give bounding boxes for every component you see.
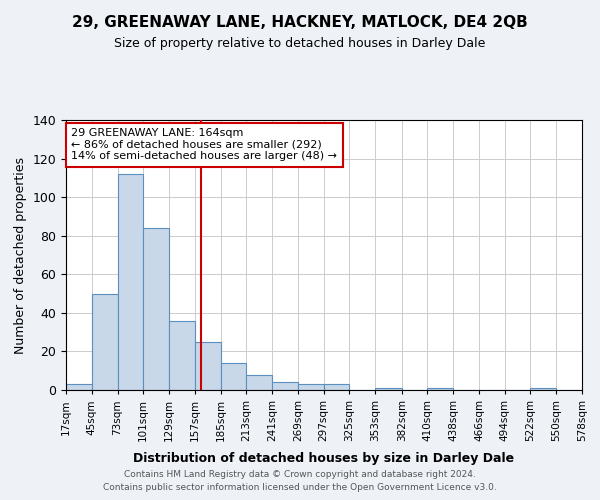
Bar bbox=[272, 382, 298, 390]
Bar bbox=[221, 363, 246, 390]
Bar bbox=[246, 374, 272, 390]
Bar bbox=[169, 320, 195, 390]
Text: Contains HM Land Registry data © Crown copyright and database right 2024.: Contains HM Land Registry data © Crown c… bbox=[124, 470, 476, 479]
Text: 29, GREENAWAY LANE, HACKNEY, MATLOCK, DE4 2QB: 29, GREENAWAY LANE, HACKNEY, MATLOCK, DE… bbox=[72, 15, 528, 30]
Bar bbox=[427, 388, 453, 390]
Bar bbox=[118, 174, 143, 390]
Bar bbox=[143, 228, 169, 390]
Y-axis label: Number of detached properties: Number of detached properties bbox=[14, 156, 27, 354]
Bar bbox=[323, 384, 349, 390]
Bar bbox=[375, 388, 402, 390]
Text: 29 GREENAWAY LANE: 164sqm
← 86% of detached houses are smaller (292)
14% of semi: 29 GREENAWAY LANE: 164sqm ← 86% of detac… bbox=[71, 128, 337, 162]
Bar bbox=[66, 384, 92, 390]
Bar bbox=[298, 384, 323, 390]
Bar bbox=[195, 342, 221, 390]
Text: Contains public sector information licensed under the Open Government Licence v3: Contains public sector information licen… bbox=[103, 484, 497, 492]
Text: Size of property relative to detached houses in Darley Dale: Size of property relative to detached ho… bbox=[115, 38, 485, 51]
Bar bbox=[92, 294, 118, 390]
X-axis label: Distribution of detached houses by size in Darley Dale: Distribution of detached houses by size … bbox=[133, 452, 515, 466]
Bar bbox=[530, 388, 556, 390]
